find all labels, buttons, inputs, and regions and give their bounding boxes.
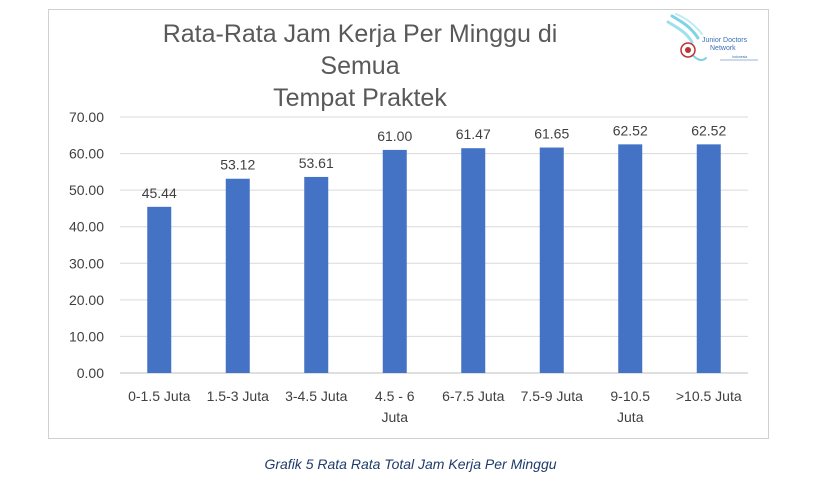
data-label: 61.47 xyxy=(456,126,491,142)
logo-text-line-2: Network xyxy=(710,45,736,52)
x-tick-label: 0-1.5 Juta xyxy=(128,388,190,404)
data-label: 62.52 xyxy=(613,122,648,138)
x-tick-label: 3-4.5 Juta xyxy=(285,388,347,404)
data-label: 45.44 xyxy=(142,185,177,201)
y-tick-label: 70.00 xyxy=(69,109,104,125)
x-tick-label: 1.5-3 Juta xyxy=(207,388,269,404)
x-tick-label: >10.5 Juta xyxy=(676,388,742,404)
y-tick-label: 30.00 xyxy=(69,255,104,271)
bar-chart: 0.00 10.00 20.00 30.00 40.00 50.00 60.00 70.00 4… xyxy=(69,109,748,425)
bar xyxy=(461,148,486,373)
x-tick-label: 9-10.5 xyxy=(610,388,650,404)
chart-title-line-2: Tempat Praktek xyxy=(273,84,447,112)
logo-text-line-3: Indonesia xyxy=(732,55,747,59)
chart-title-line-1: Rata-Rata Jam Kerja Per Minggu di Semua xyxy=(162,20,558,80)
x-tick-label: 6-7.5 Juta xyxy=(442,388,504,404)
y-tick-label: 40.00 xyxy=(69,219,104,235)
data-label: 53.12 xyxy=(220,157,255,173)
data-label: 61.00 xyxy=(377,128,412,144)
data-label: 62.52 xyxy=(691,122,726,138)
bar xyxy=(304,176,329,373)
x-tick-label: 7.5-9 Juta xyxy=(521,388,583,404)
y-tick-label: 0.00 xyxy=(77,365,104,381)
y-tick-label: 60.00 xyxy=(69,146,104,162)
y-tick-label: 50.00 xyxy=(69,182,104,198)
bar xyxy=(382,149,407,373)
bar xyxy=(618,144,643,373)
y-tick-label: 10.00 xyxy=(69,328,104,344)
bar xyxy=(225,178,250,373)
y-tick-label: 20.00 xyxy=(69,292,104,308)
chart-title: Rata-Rata Jam Kerja Per Minggu di Semua … xyxy=(120,18,600,114)
data-label: 61.65 xyxy=(534,126,569,142)
logo-text-line-1: Junior Doctors xyxy=(702,37,748,44)
x-tick-label: Juta xyxy=(382,409,409,425)
x-tick-label: Juta xyxy=(617,409,644,425)
x-tick-label: 4.5 - 6 xyxy=(375,388,415,404)
bar xyxy=(696,144,721,373)
data-label: 53.61 xyxy=(299,155,334,171)
junior-doctors-network-logo: Junior Doctors Network Indonesia xyxy=(666,13,758,61)
bar xyxy=(147,206,172,373)
bar xyxy=(539,147,564,373)
figure-caption: Grafik 5 Rata Rata Total Jam Kerja Per M… xyxy=(264,456,557,472)
